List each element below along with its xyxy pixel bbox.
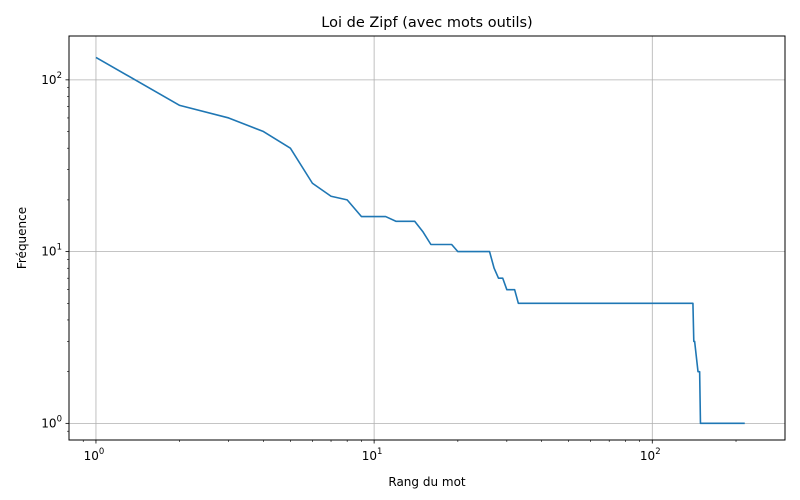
x-tick-label: 101 — [362, 447, 383, 463]
x-tick-label: 102 — [640, 447, 661, 463]
x-tick-label: 100 — [84, 447, 105, 463]
series-layer — [95, 56, 745, 425]
chart-title: Loi de Zipf (avec mots outils) — [321, 15, 532, 31]
plot-frame — [68, 35, 786, 441]
series-line — [95, 56, 745, 425]
grid — [69, 36, 785, 440]
y-tick-label: 101 — [41, 243, 62, 259]
y-tick-label: 102 — [41, 71, 62, 87]
y-axis-label: Fréquence — [15, 207, 29, 269]
y-tick-label: 100 — [41, 414, 62, 430]
ticks: 100 101 102 100 101 102 — [41, 71, 737, 463]
x-axis-label: Rang du mot — [388, 475, 466, 489]
